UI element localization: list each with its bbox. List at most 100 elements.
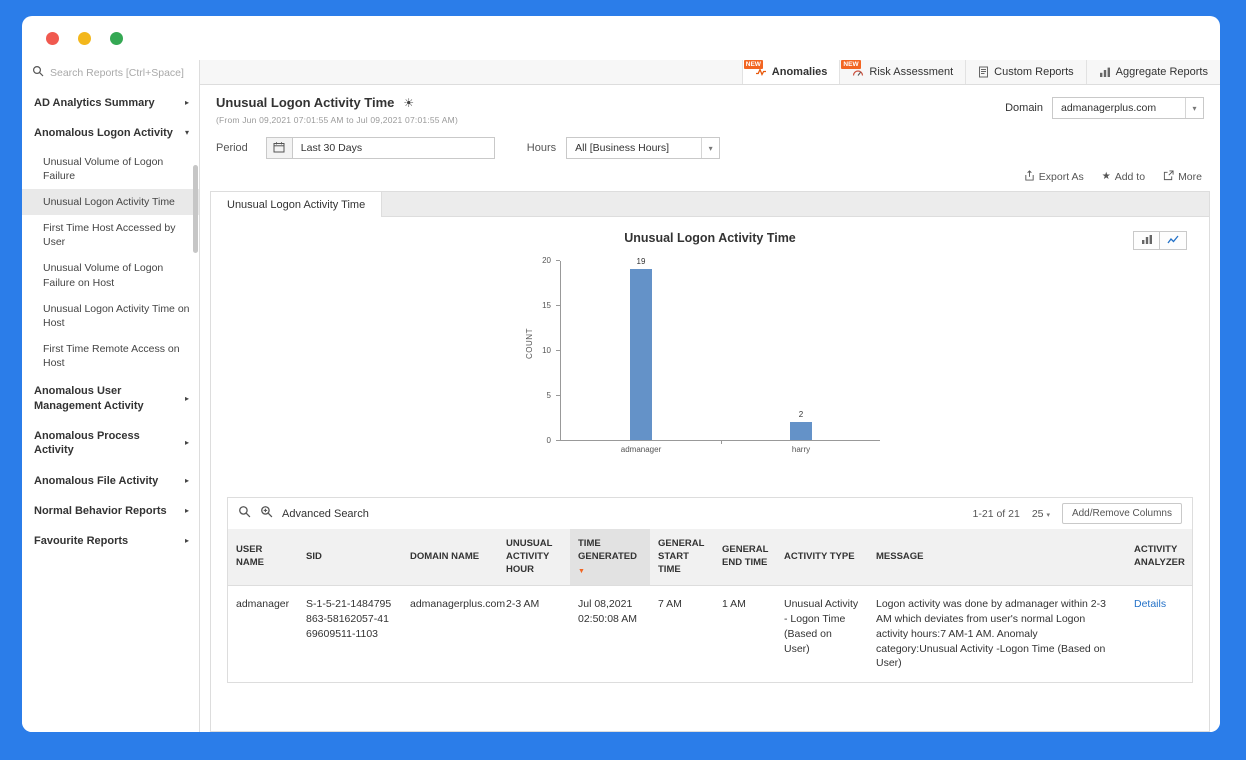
column-header-activity-type[interactable]: ACTIVITY TYPE [776,529,868,587]
new-badge: NEW [841,60,861,69]
bar-chart-toggle-button[interactable] [1133,231,1160,250]
report-search [22,60,199,86]
window-titlebar [22,16,1220,60]
chevron-right-icon: ▸ [184,393,189,403]
y-tick-mark [556,260,560,261]
cell-activity-type: Unusual Activity - Logon Time (Based on … [784,598,859,655]
chart-toolbar [1133,231,1187,250]
column-header-label: TIME GENERATED [578,538,637,562]
y-tick-label: 5 [546,391,551,400]
main-area: NEW Anomalies NEW Risk Assessment Custom Rep… [200,60,1220,732]
zoom-button[interactable] [110,31,123,45]
chart-y-axis: 0 5 10 15 20 [530,257,560,445]
sidebar-item-first-time-host-accessed-by-user[interactable]: First Time Host Accessed by User [43,222,176,249]
column-header-time-generated[interactable]: TIME GENERATED ▼ [570,529,650,587]
column-header-message[interactable]: MESSAGE [868,529,1126,587]
report-tab-unusual-logon-activity-time[interactable]: Unusual Logon Activity Time [211,192,383,217]
close-button[interactable] [46,31,59,45]
chevron-right-icon: ▸ [184,438,189,448]
details-link[interactable]: Details [1134,598,1167,611]
table-card: Advanced Search 1-21 of 21 25 ▾ Add/Remo… [227,497,1193,683]
minimize-button[interactable] [78,31,91,45]
sidebar-group-anomalous-user-management-activity[interactable]: Anomalous User Management Activity ▸ [22,376,199,421]
sidebar-item-unusual-volume-of-logon-failure[interactable]: Unusual Volume of Logon Failure [43,155,164,182]
bar-value-label: 19 [636,257,646,266]
cell-unusual-activity-hour: 2-3 AM [506,598,540,611]
sidebar-group-normal-behavior-reports[interactable]: Normal Behavior Reports ▸ [22,496,199,526]
column-header-label: DOMAIN NAME [410,550,480,562]
y-tick-mark [556,395,560,396]
sidebar-group-label: Favourite Reports [34,535,129,548]
sidebar-group-anomalous-process-activity[interactable]: Anomalous Process Activity ▸ [22,421,199,466]
period-input[interactable] [292,137,495,159]
line-chart-icon [1167,232,1179,250]
search-icon [32,64,44,82]
column-header-general-end-time[interactable]: GENERAL END TIME [714,529,776,587]
report-panel: Unusual Logon Activity Time Unusual Logo… [210,191,1210,732]
x-category-label: harry [791,445,811,454]
sidebar-item-unusual-volume-of-logon-failure-on-host[interactable]: Unusual Volume of Logon Failure on Host [43,262,164,289]
app-window: AD Analytics Summary ▸ Anomalous Logon Act… [22,16,1220,732]
y-tick-label: 20 [542,256,551,265]
line-chart-toggle-button[interactable] [1160,231,1187,250]
cell-general-start-time: 7 AM [658,598,682,611]
search-icon[interactable] [238,505,251,523]
column-header-label: GENERAL END TIME [722,544,769,569]
tab-custom-reports[interactable]: Custom Reports [965,60,1085,84]
bar-admanager[interactable] [630,269,652,440]
sidebar-group-favourite-reports[interactable]: Favourite Reports ▸ [22,526,199,556]
export-as-button[interactable]: Export As [1024,170,1084,184]
chart-block: Unusual Logon Activity Time [211,217,1209,491]
y-tick-mark [556,350,560,351]
column-header-unusual-activity-hour[interactable]: UNUSUAL ACTIVITY HOUR [498,529,570,587]
sidebar-item-unusual-logon-activity-time-on-host[interactable]: Unusual Logon Activity Time on Host [43,302,190,329]
tab-aggregate-reports[interactable]: Aggregate Reports [1085,60,1220,84]
add-remove-columns-button[interactable]: Add/Remove Columns [1061,503,1182,524]
bar-harry[interactable] [790,422,812,440]
cell-user-name: admanager [236,598,290,611]
table-row: admanager S-1-5-21-1484795863-58162057-41… [228,586,1192,682]
domain-select[interactable]: admanagerplus.com ▾ [1052,97,1204,119]
calendar-button[interactable] [265,137,293,159]
hours-select[interactable]: All [Business Hours] ▾ [566,137,721,159]
more-button[interactable]: More [1163,170,1202,184]
add-to-button[interactable]: ★ Add to [1102,171,1145,183]
sidebar-group-ad-analytics-summary[interactable]: AD Analytics Summary ▸ [22,88,199,118]
sidebar: AD Analytics Summary ▸ Anomalous Logon Act… [22,60,200,732]
y-tick-mark [556,305,560,306]
tab-anomalies[interactable]: NEW Anomalies [741,60,840,84]
column-header-label: ACTIVITY ANALYZER [1134,544,1185,569]
column-header-label: SID [306,550,322,562]
sun-icon[interactable]: ☀ [403,95,415,110]
custom-reports-icon [978,66,989,78]
sidebar-group-label: Anomalous Logon Activity [34,127,173,140]
x-category-label: admanager [620,445,662,454]
search-input[interactable] [50,67,199,79]
tab-label: Aggregate Reports [1115,66,1208,78]
sidebar-item-first-time-remote-access-on-host[interactable]: First Time Remote Access on Host [43,343,180,370]
column-header-activity-analyzer[interactable]: ACTIVITY ANALYZER [1126,529,1192,587]
export-as-label: Export As [1038,171,1084,183]
sidebar-item-unusual-logon-activity-time[interactable]: Unusual Logon Activity Time [22,188,199,216]
aggregate-reports-icon [1099,66,1111,78]
tab-risk-assessment[interactable]: NEW Risk Assessment [839,60,965,84]
column-header-domain-name[interactable]: DOMAIN NAME [402,529,498,587]
hours-value: All [Business Hours] [575,142,670,154]
cell-activity-analyzer: Details [1126,586,1192,682]
sidebar-group-anomalous-file-activity[interactable]: Anomalous File Activity ▸ [22,466,199,496]
column-header-user-name[interactable]: USER NAME [228,529,298,587]
tab-label: Risk Assessment [869,66,954,78]
column-header-general-start-time[interactable]: GENERAL START TIME [650,529,714,587]
column-header-sid[interactable]: SID [298,529,402,587]
y-tick-label: 10 [542,346,551,355]
sidebar-group-anomalous-logon-activity[interactable]: Anomalous Logon Activity ▾ [22,118,199,148]
hours-label: Hours [526,142,557,154]
column-header-label: UNUSUAL ACTIVITY HOUR [506,538,553,575]
sidebar-scrollbar[interactable] [193,165,198,253]
advanced-search-icon[interactable] [260,505,273,523]
y-tick-label: 0 [546,436,551,445]
page-size-select[interactable]: 25 ▾ [1032,508,1050,520]
sidebar-group-label: Normal Behavior Reports [34,504,167,517]
app-body: AD Analytics Summary ▸ Anomalous Logon Act… [22,60,1220,732]
advanced-search-label[interactable]: Advanced Search [282,507,369,520]
